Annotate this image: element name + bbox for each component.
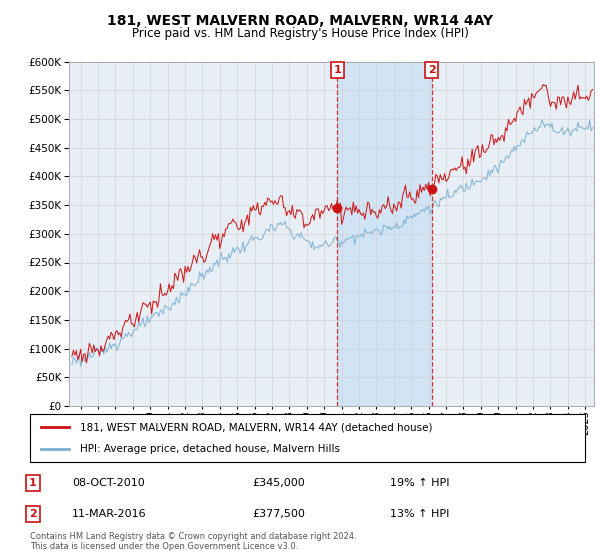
Text: 181, WEST MALVERN ROAD, MALVERN, WR14 4AY (detached house): 181, WEST MALVERN ROAD, MALVERN, WR14 4A… bbox=[80, 422, 433, 432]
Text: 1: 1 bbox=[334, 65, 341, 75]
Text: 19% ↑ HPI: 19% ↑ HPI bbox=[390, 478, 449, 488]
Text: £345,000: £345,000 bbox=[252, 478, 305, 488]
Text: 11-MAR-2016: 11-MAR-2016 bbox=[72, 509, 146, 519]
Text: £377,500: £377,500 bbox=[252, 509, 305, 519]
Text: 181, WEST MALVERN ROAD, MALVERN, WR14 4AY: 181, WEST MALVERN ROAD, MALVERN, WR14 4A… bbox=[107, 14, 493, 28]
Text: HPI: Average price, detached house, Malvern Hills: HPI: Average price, detached house, Malv… bbox=[80, 444, 340, 454]
Text: 1: 1 bbox=[29, 478, 37, 488]
Text: 2: 2 bbox=[29, 509, 37, 519]
Text: 08-OCT-2010: 08-OCT-2010 bbox=[72, 478, 145, 488]
Text: 2: 2 bbox=[428, 65, 436, 75]
Text: Price paid vs. HM Land Registry's House Price Index (HPI): Price paid vs. HM Land Registry's House … bbox=[131, 27, 469, 40]
Text: 13% ↑ HPI: 13% ↑ HPI bbox=[390, 509, 449, 519]
Text: Contains HM Land Registry data © Crown copyright and database right 2024.
This d: Contains HM Land Registry data © Crown c… bbox=[30, 532, 356, 552]
Bar bbox=[337, 62, 431, 406]
